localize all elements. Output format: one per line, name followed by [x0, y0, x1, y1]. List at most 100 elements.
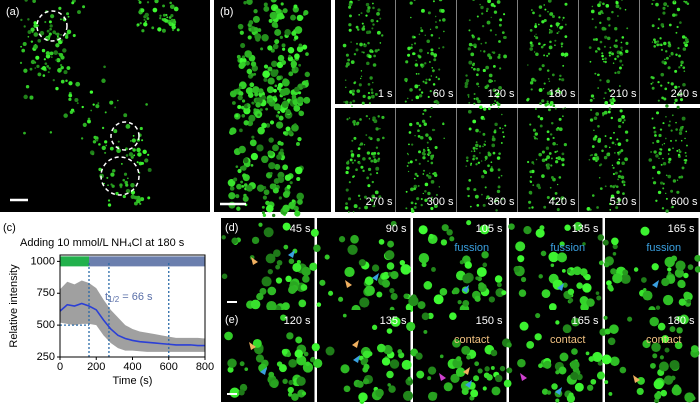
- fluorescent-spot: [612, 172, 615, 176]
- fluorescent-spot: [421, 119, 426, 123]
- fluorescent-spot: [269, 183, 276, 190]
- fluorescent-spot: [544, 8, 547, 11]
- fluorescent-spot: [74, 97, 79, 103]
- fluorescent-spot: [229, 387, 240, 398]
- image-background: [518, 108, 579, 212]
- fluorescent-spot: [33, 32, 39, 37]
- fluorescent-spot: [534, 333, 542, 341]
- fluorescent-spot: [556, 26, 559, 28]
- fluorescent-spot: [662, 157, 664, 160]
- fluorescent-spot: [612, 252, 617, 256]
- fluorescent-spot: [476, 15, 479, 18]
- fluorescent-spot: [660, 84, 663, 87]
- fluorescent-spot: [370, 159, 374, 163]
- fluorescent-spot: [360, 12, 363, 15]
- fluorescent-spot: [261, 155, 269, 164]
- fluorescent-spot: [375, 166, 380, 171]
- fluorescent-spot: [620, 273, 631, 284]
- fluorescent-spot: [603, 97, 605, 100]
- fluorescent-spot: [346, 166, 350, 170]
- fluorescent-spot: [405, 190, 408, 193]
- fluorescent-spot: [415, 73, 418, 75]
- fluorescent-spot: [651, 177, 654, 180]
- fluorescent-spot: [369, 76, 373, 80]
- half-life-annotation: t1/2 = 66 s: [105, 291, 153, 304]
- fluorescent-spot: [68, 81, 73, 86]
- fluorescent-spot: [554, 39, 557, 42]
- fluorescent-spot: [227, 358, 237, 368]
- fluorescent-spot: [546, 69, 550, 72]
- fluorescent-spot: [467, 96, 470, 98]
- fluorescent-spot: [420, 91, 424, 94]
- fluorescent-spot: [298, 91, 302, 95]
- fluorescent-spot: [468, 60, 473, 65]
- fluorescent-spot: [589, 154, 592, 157]
- fluorescent-spot: [304, 71, 310, 78]
- fluorescent-spot: [624, 8, 627, 11]
- fluorescent-spot: [263, 77, 268, 82]
- fluorescent-spot: [546, 165, 550, 170]
- fluorescent-spot: [624, 157, 628, 162]
- fluorescent-spot: [277, 111, 281, 114]
- fluorescent-spot: [305, 268, 310, 273]
- fluorescent-spot: [564, 35, 568, 39]
- fluorescent-spot: [466, 220, 472, 226]
- fluorescent-spot: [87, 117, 91, 121]
- fluorescent-spot: [296, 192, 305, 201]
- fluorescent-spot: [462, 299, 470, 307]
- fluorescent-spot: [541, 174, 545, 178]
- fluorescent-spot: [656, 170, 661, 175]
- fluorescent-spot: [416, 197, 420, 201]
- fluorescent-spot: [406, 152, 409, 155]
- fluorescent-spot: [111, 184, 115, 188]
- fluorescent-spot: [277, 176, 285, 184]
- fluorescent-spot: [659, 181, 664, 185]
- fluorescent-spot: [345, 188, 349, 192]
- fluorescent-spot: [277, 54, 285, 62]
- fluorescent-spot: [648, 158, 653, 162]
- fluorescent-spot: [427, 391, 438, 401]
- fluorescent-spot: [663, 2, 668, 7]
- fluorescent-spot: [296, 14, 304, 22]
- fluorescent-spot: [589, 98, 593, 102]
- fluorescent-spot: [378, 239, 385, 245]
- fluorescent-spot: [675, 31, 678, 34]
- fluorescent-spot: [133, 195, 138, 200]
- fluorescent-spot: [528, 190, 533, 195]
- fluorescent-spot: [554, 150, 557, 154]
- fluorescent-spot: [429, 115, 432, 118]
- fluorescent-spot: [610, 268, 617, 275]
- fluorescent-spot: [677, 47, 680, 50]
- fluorescent-spot: [359, 118, 362, 121]
- fluorescent-spot: [482, 386, 487, 391]
- fluorescent-spot: [406, 321, 416, 332]
- fluorescent-spot: [616, 161, 621, 165]
- fluorescent-spot: [681, 116, 686, 121]
- fluorescent-spot: [272, 144, 279, 152]
- image-background: [0, 0, 210, 212]
- fluorescent-spot: [290, 14, 296, 21]
- fluorescent-spot: [411, 143, 414, 146]
- fluorescent-spot: [523, 225, 532, 235]
- fluorescent-spot: [366, 61, 370, 66]
- fluorescent-spot: [358, 392, 368, 402]
- fluorescent-spot: [670, 82, 674, 86]
- fluorescent-spot: [31, 31, 34, 34]
- fluorescent-spot: [615, 4, 620, 9]
- fluorescent-spot: [582, 242, 586, 246]
- fluorescent-spot: [228, 192, 236, 200]
- fluorescent-spot: [473, 150, 476, 152]
- fluorescent-spot: [288, 379, 294, 386]
- fluorescent-spot: [598, 176, 601, 179]
- fluorescent-spot: [410, 207, 414, 211]
- fluorescent-spot: [373, 119, 378, 124]
- fluorescent-spot: [76, 102, 79, 105]
- fluorescent-spot: [423, 329, 428, 334]
- fluorescent-spot: [556, 143, 558, 146]
- fluorescent-spot: [517, 358, 526, 368]
- fluorescent-spot: [349, 158, 353, 162]
- fluorescent-spot: [371, 27, 374, 30]
- fluorescent-spot: [348, 5, 352, 9]
- fluorescent-spot: [140, 8, 145, 13]
- fluorescent-spot: [246, 68, 253, 75]
